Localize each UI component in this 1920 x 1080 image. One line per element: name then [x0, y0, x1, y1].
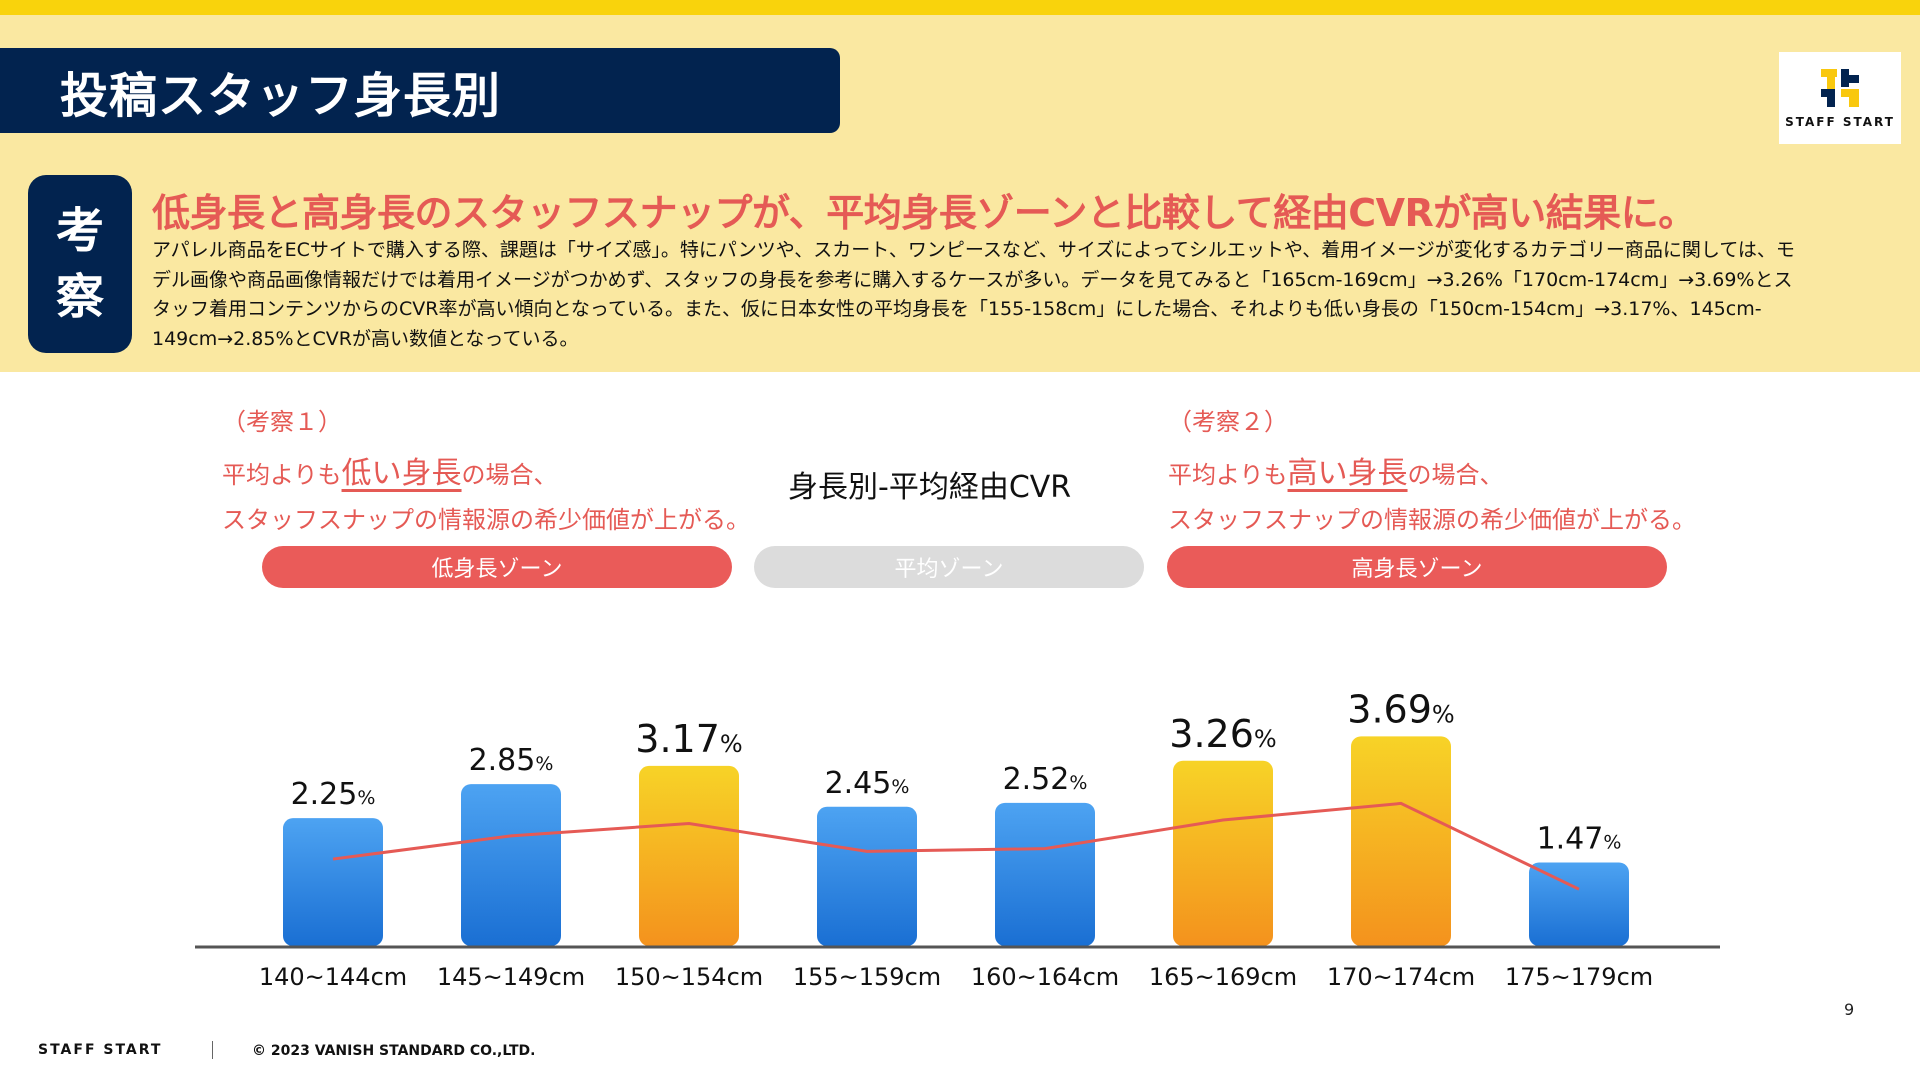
bar-145~149cm [461, 784, 561, 946]
title-banner: 投稿スタッフ身長別 [0, 48, 840, 133]
note-right-line2: スタッフスナップの情報源の希少価値が上がる。 [1168, 506, 1696, 534]
insight-headline: 低身長と高身長のスタッフスナップが、平均身長ゾーンと比較して経由CVRが高い結果… [152, 191, 1696, 235]
logo-text: STAFF START [1785, 115, 1895, 129]
value-label: 3.17% [635, 717, 742, 761]
bar-170~174cm [1351, 736, 1451, 946]
cvr-bar-chart: 2.25% 2.85% 3.17% 2.45% 2.52% 3.26% 3.69% 1.47%… [195, 687, 1720, 991]
zone-high: 高身長ゾーン [1167, 546, 1667, 588]
note-left-emphasis: 低い身長 [341, 456, 462, 491]
value-label: 2.45% [825, 766, 910, 801]
insight-body: アパレル商品をECサイトで購入する際、課題は「サイズ感」。特にパンツや、スカート… [152, 239, 1795, 350]
category-label: 165~169cm [1149, 963, 1297, 991]
footer-brand: STAFF START [38, 1042, 163, 1058]
bar-175~179cm [1529, 862, 1629, 946]
trend-line [332, 801, 1580, 891]
bar-165~169cm [1173, 760, 1273, 946]
insight-badge-char: 考 [55, 203, 104, 259]
category-label: 140~144cm [259, 963, 407, 991]
insight-badge: 考 察 [28, 175, 132, 353]
zone-average: 平均ゾーン [754, 546, 1144, 588]
value-label: 1.47% [1537, 821, 1622, 856]
bar-155~159cm [817, 806, 917, 946]
staff-start-logo: STAFF START [1779, 52, 1901, 144]
category-label: 150~154cm [615, 963, 763, 991]
note-right-label: （考察２） [1168, 408, 1288, 436]
value-label: 2.85% [469, 743, 554, 778]
bar-150~154cm [639, 765, 739, 946]
zone-average-label: 平均ゾーン [894, 557, 1004, 582]
zone-low-label: 低身長ゾーン [431, 557, 563, 582]
page-title: 投稿スタッフ身長別 [60, 67, 502, 124]
value-label: 2.25% [291, 777, 376, 812]
note-left-line2: スタッフスナップの情報源の希少価値が上がる。 [222, 506, 750, 534]
category-label: 170~174cm [1327, 963, 1475, 991]
note-right-line1: 平均よりも高い身長の場合、 [1168, 456, 1504, 491]
value-label: 3.69% [1347, 687, 1454, 731]
footer-divider [212, 1041, 213, 1059]
note-right-emphasis: 高い身長 [1287, 456, 1408, 491]
category-label: 145~149cm [437, 963, 585, 991]
footer-copyright: © 2023 VANISH STANDARD CO.,LTD. [252, 1043, 536, 1059]
bar-160~164cm [995, 802, 1095, 946]
value-label: 3.26% [1169, 712, 1276, 756]
category-label: 175~179cm [1505, 963, 1653, 991]
zone-high-label: 高身長ゾーン [1351, 557, 1483, 582]
category-label: 155~159cm [793, 963, 941, 991]
insight-badge-char: 察 [55, 269, 104, 325]
page-number: 9 [1844, 1000, 1855, 1019]
top-accent-strip [0, 0, 1920, 15]
staff-start-logo-icon [1821, 69, 1859, 107]
note-left-line1: 平均よりも低い身長の場合、 [222, 456, 558, 491]
note-left-label: （考察１） [222, 408, 342, 436]
bar-140~144cm [283, 818, 383, 946]
category-label: 160~164cm [971, 963, 1119, 991]
zone-low: 低身長ゾーン [262, 546, 732, 588]
value-label: 2.52% [1003, 762, 1088, 797]
chart-title: 身長別-平均経由CVR [788, 470, 1072, 505]
